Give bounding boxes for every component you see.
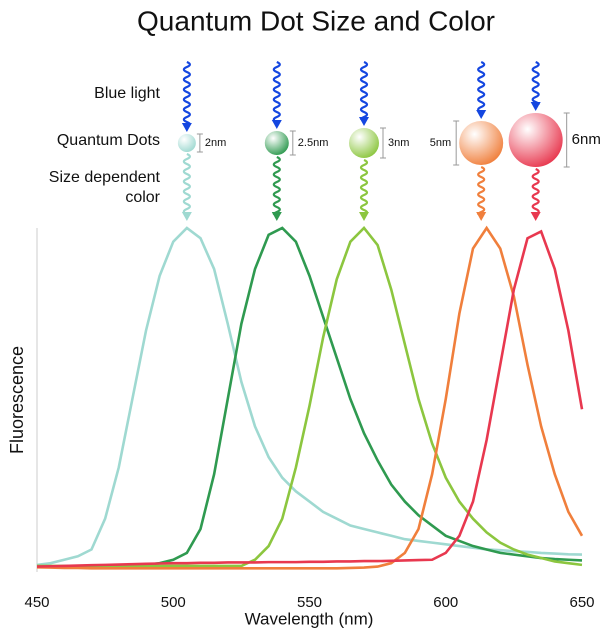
row-label: Quantum Dots — [56, 132, 160, 149]
blue-light-arrow — [272, 60, 281, 124]
blue-light-arrow-head — [530, 102, 541, 111]
x-axis-label: Wavelength (nm) — [245, 609, 374, 628]
x-tick-label: 500 — [161, 594, 186, 611]
quantum-dot — [349, 128, 379, 158]
blue-light-arrow-head — [476, 110, 487, 119]
blue-light-arrow — [477, 60, 486, 114]
emission-arrow-head — [271, 212, 282, 221]
quantum-dot — [508, 113, 563, 167]
blue-light-arrow — [182, 60, 191, 127]
size-bracket — [563, 112, 570, 168]
row-label: Size dependent color — [48, 169, 160, 206]
blue-light-arrow-head — [359, 117, 369, 126]
emission-arrow — [477, 165, 486, 216]
quantum-dot — [177, 134, 196, 152]
quantum-dot — [459, 121, 504, 165]
series-line — [37, 226, 583, 568]
x-tick-label: 600 — [433, 594, 458, 611]
emission-arrow — [182, 152, 191, 216]
y-axis-label: Fluorescence — [7, 346, 27, 454]
blue-light-arrow-head — [271, 120, 282, 129]
blue-light-arrow — [359, 60, 369, 121]
emission-arrow-head — [530, 212, 541, 221]
quantum-dot — [264, 131, 289, 155]
emission-arrow — [359, 158, 369, 216]
emission-arrow-head — [181, 212, 192, 221]
x-tick-label: 550 — [297, 594, 322, 611]
size-label: 2nm — [205, 137, 226, 149]
blue-light-arrow-head — [181, 123, 192, 132]
x-tick-label: 450 — [24, 594, 49, 611]
size-label: 5nm — [430, 137, 451, 149]
size-bracket — [289, 130, 296, 156]
emission-arrow — [531, 167, 540, 216]
series-line — [37, 226, 583, 568]
emission-arrow-head — [476, 212, 487, 221]
emission-arrow — [272, 155, 281, 216]
series-line — [36, 229, 584, 568]
size-label: 2.5nm — [298, 137, 329, 149]
x-tick-label: 650 — [569, 594, 594, 611]
emission-arrow-head — [359, 212, 369, 221]
blue-light-arrow — [531, 60, 540, 106]
chart-title: Quantum Dot Size and Color — [137, 5, 495, 36]
row-label: Blue light — [94, 85, 160, 102]
size-bracket — [453, 120, 460, 166]
series-line — [36, 225, 584, 570]
size-label: 3nm — [388, 137, 409, 149]
size-label: 6nm — [572, 131, 601, 148]
size-bracket — [380, 127, 386, 159]
size-bracket — [196, 133, 203, 153]
